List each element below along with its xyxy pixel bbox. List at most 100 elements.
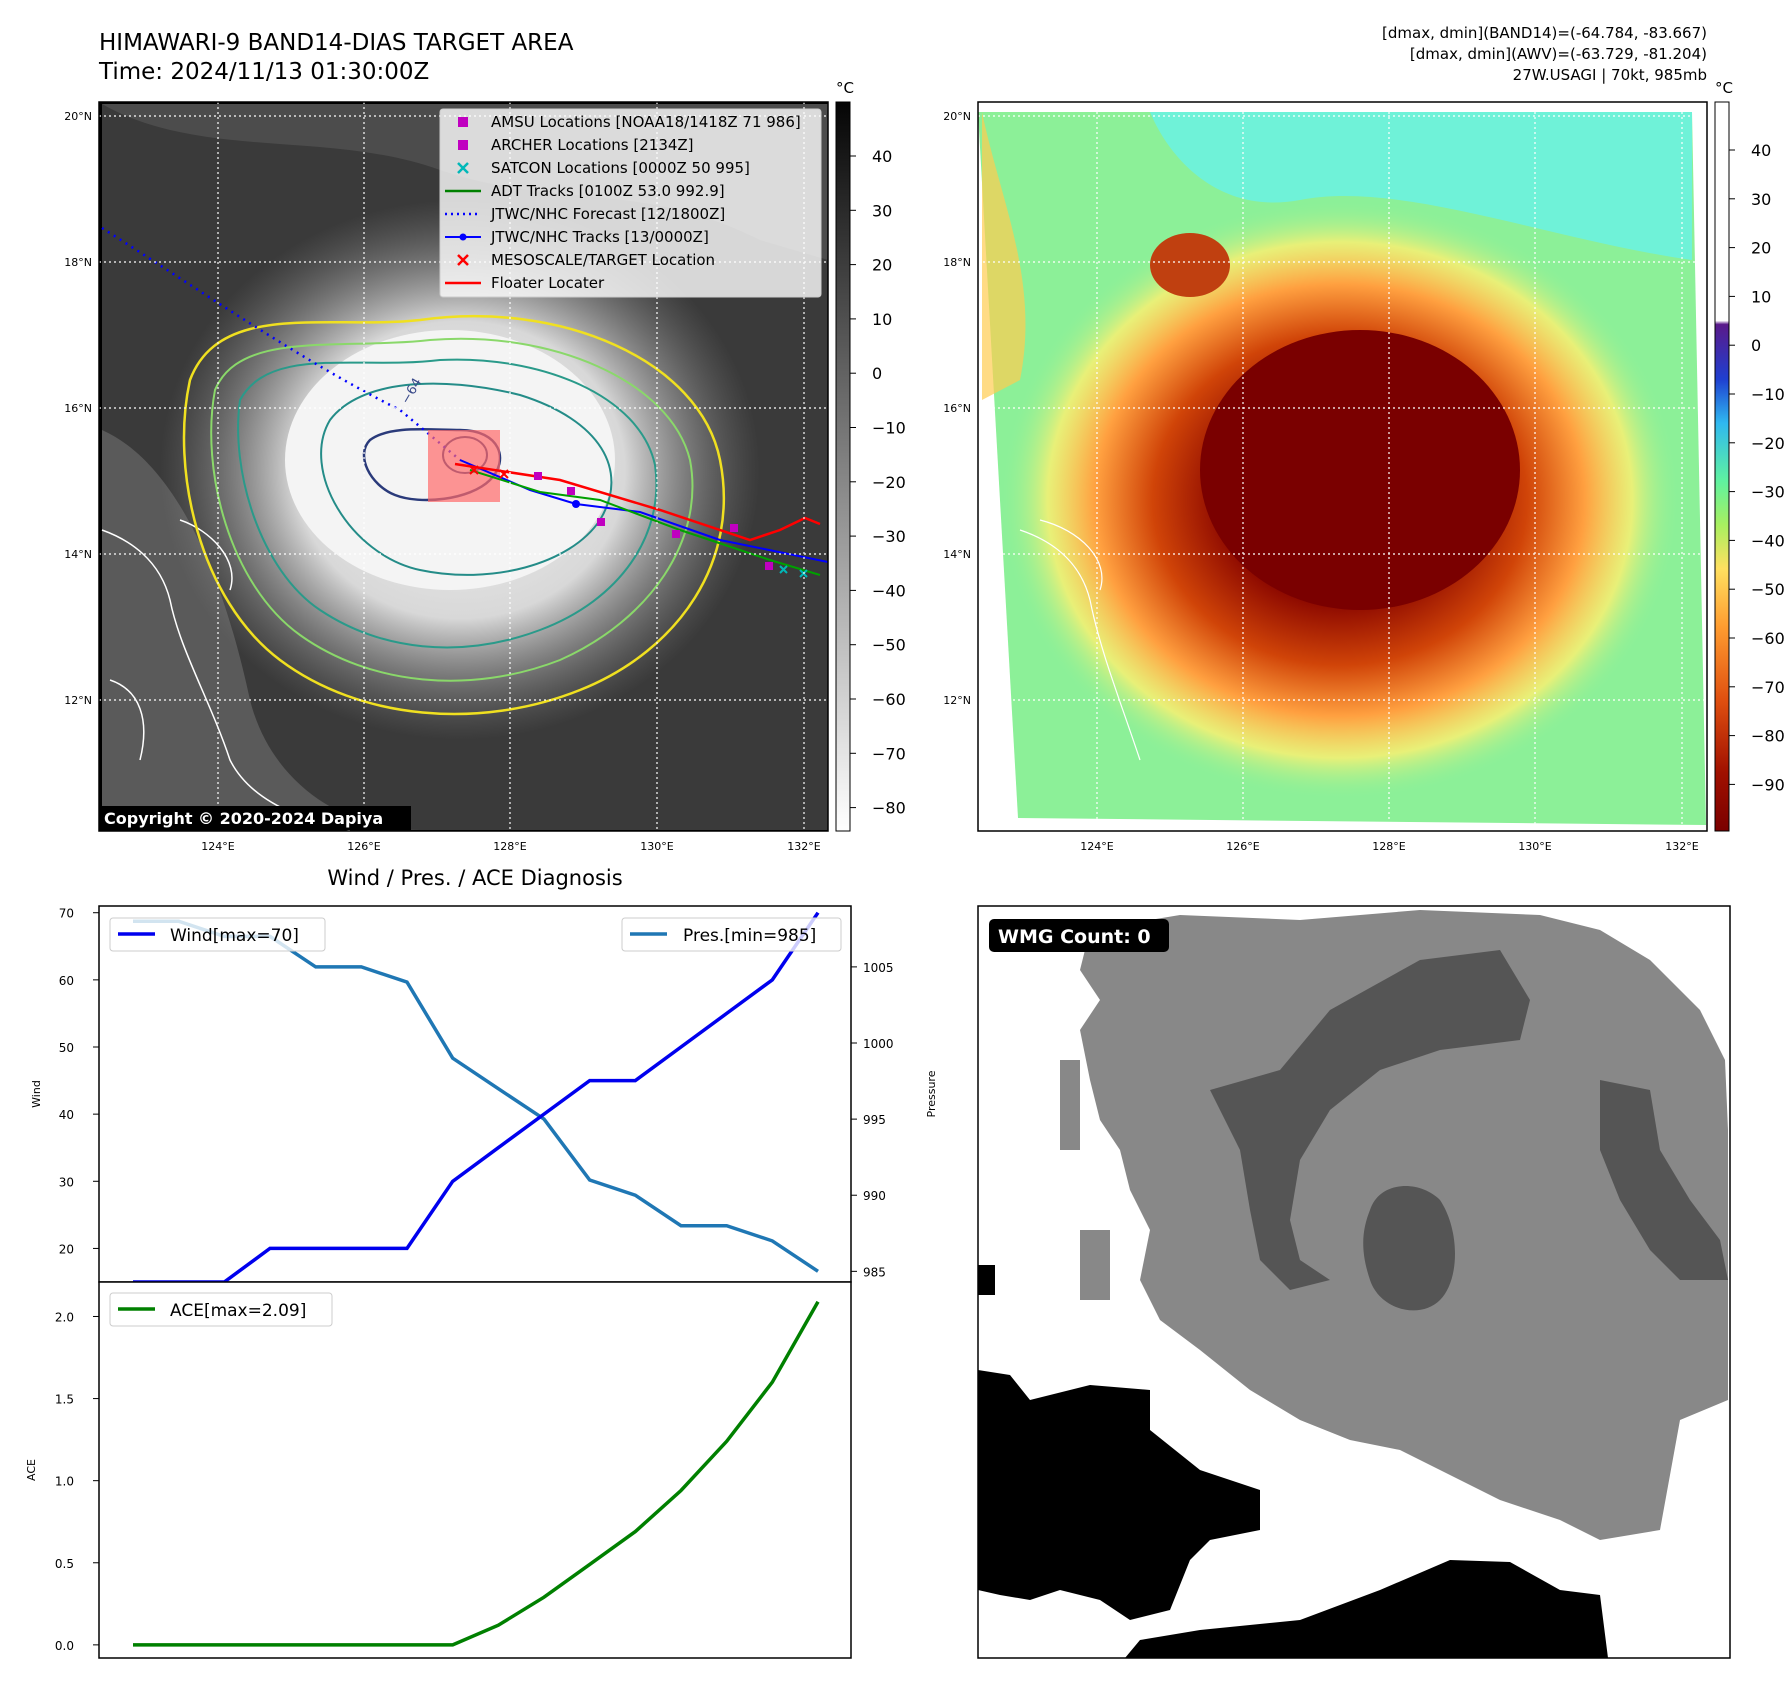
- wind-tick-label: 30: [59, 1175, 74, 1189]
- ace-chart: ACE 0.0 0.5 1.0 1.5 2.0 ACE[max=2.09]: [25, 1281, 852, 1659]
- ir-legend-label: JTWC/NHC Tracks [13/0000Z]: [490, 228, 709, 246]
- ir-legend-label: Floater Locater: [491, 274, 605, 292]
- diagnosis-title: Wind / Pres. / ACE Diagnosis: [327, 866, 622, 890]
- awv-panel-frame: [977, 101, 1708, 832]
- ir-contour-lightgreen: [210, 337, 694, 682]
- wind-pressure-frame: [98, 905, 852, 1283]
- ir-colorbar: [835, 101, 851, 832]
- wind-legend-box: [109, 917, 326, 952]
- wmg-count-badge: [989, 919, 1169, 952]
- ir-legend-label: MESOSCALE/TARGET Location: [491, 251, 715, 269]
- awv-colorbar-ticks: 40 30 20 10 0 −10 −20 −30 −40 −50 −60 −70 −80 −90: [1729, 141, 1785, 794]
- target-markers: [469, 465, 509, 479]
- wmg-black-southwest: [978, 1370, 1260, 1620]
- ir-panel-frame: [98, 101, 829, 832]
- legend-square-marker: [458, 117, 468, 127]
- ir-legend-label: ARCHER Locations [2134Z]: [491, 136, 694, 154]
- colorbar-tick-label: 30: [1751, 190, 1771, 209]
- ir-lat-label-18: 18°N: [64, 256, 92, 269]
- ir-legend-item: JTWC/NHC Tracks [13/0000Z]: [445, 228, 709, 246]
- ace-axis-label: ACE: [25, 1459, 38, 1481]
- colorbar-tick-label: −50: [1751, 580, 1785, 599]
- ir-lat-label-14: 14°N: [64, 548, 92, 561]
- figure-title-line2: Time: 2024/11/13 01:30:00Z: [98, 59, 429, 85]
- colorbar-tick-label: −60: [1751, 629, 1785, 648]
- legend-x-marker: [457, 254, 469, 266]
- wmg-black-south: [1125, 1560, 1608, 1658]
- stats-line2: [dmax, dmin](AWV)=(-63.729, -81.204): [1410, 45, 1707, 63]
- colorbar-tick-label: −30: [1751, 483, 1785, 502]
- awv-lat-label-20: 20°N: [943, 110, 971, 123]
- stats-line3: 27W.USAGI | 70kt, 985mb: [1513, 66, 1707, 84]
- legend-square-marker: [458, 140, 468, 150]
- figure-title-line1: HIMAWARI-9 BAND14-DIAS TARGET AREA: [99, 30, 574, 56]
- ace-frame: [98, 1281, 852, 1659]
- wmg-dark-ring-north: [1210, 950, 1530, 1290]
- awv-storm-core: [1200, 330, 1520, 610]
- awv-lon-label-124: 124°E: [1080, 840, 1113, 853]
- ir-lon-label-128: 128°E: [493, 840, 526, 853]
- colorbar-tick-label: 0: [1751, 336, 1761, 355]
- ir-lon-label-126: 126°E: [347, 840, 380, 853]
- ir-legend-label: JTWC/NHC Forecast [12/1800Z]: [490, 205, 725, 223]
- awv-lon-label-130: 130°E: [1518, 840, 1551, 853]
- colorbar-tick-label: −20: [1751, 434, 1785, 453]
- pressure-tick-label: 1005: [863, 961, 894, 975]
- awv-lat-label-12: 12°N: [943, 694, 971, 707]
- ir-satellite-panel: −64: [64, 79, 906, 853]
- ir-contour-teal: [237, 358, 658, 649]
- ace-tick-label: 0.0: [55, 1639, 74, 1653]
- ir-legend-item: ADT Tracks [0100Z 53.0 992.9]: [445, 182, 725, 200]
- awv-warm-band-west: [982, 112, 1026, 400]
- colorbar-tick-label: 0: [872, 364, 882, 383]
- wind-legend: Wind[max=70]: [109, 917, 326, 952]
- ir-legend-item: ARCHER Locations [2134Z]: [458, 136, 694, 154]
- legend-x-marker: [457, 162, 469, 174]
- pressure-tick-label: 985: [863, 1265, 886, 1279]
- colorbar-tick-label: −70: [872, 744, 906, 763]
- ir-legend: AMSU Locations [NOAA18/1418Z 71 986] ARCH…: [439, 108, 822, 298]
- awv-colorbar: [1714, 101, 1730, 832]
- awv-lon-label-126: 126°E: [1226, 840, 1259, 853]
- wind-legend-label: Wind[max=70]: [170, 926, 299, 946]
- ace-legend: ACE[max=2.09]: [109, 1292, 333, 1327]
- ace-tick-label: 2.0: [55, 1310, 74, 1324]
- ir-lat-label-12: 12°N: [64, 694, 92, 707]
- ace-tick-label: 1.0: [55, 1475, 74, 1489]
- awv-lat-label-16: 16°N: [943, 402, 971, 415]
- pressure-legend: Pres.[min=985]: [621, 917, 842, 952]
- colorbar-tick-label: −50: [872, 636, 906, 655]
- wmg-black-west-notch: [978, 1265, 995, 1295]
- colorbar-tick-label: 20: [1751, 239, 1771, 258]
- ir-legend-item: JTWC/NHC Forecast [12/1800Z]: [445, 205, 725, 223]
- ace-tick-label: 0.5: [55, 1557, 74, 1571]
- ir-lon-label-124: 124°E: [201, 840, 234, 853]
- colorbar-tick-label: 40: [1751, 141, 1771, 160]
- wind-tick-label: 70: [59, 907, 74, 921]
- pressure-legend-box: [621, 917, 842, 952]
- ir-legend-item: Floater Locater: [445, 274, 605, 292]
- awv-lon-label-128: 128°E: [1372, 840, 1405, 853]
- wmg-gray-west: [1060, 1060, 1110, 1300]
- ir-legend-label: SATCON Locations [0000Z 50 995]: [491, 159, 750, 177]
- wmg-dark-core: [1363, 1186, 1455, 1311]
- colorbar-tick-label: 10: [872, 310, 892, 329]
- awv-lat-label-14: 14°N: [943, 548, 971, 561]
- awv-lon-label-132: 132°E: [1665, 840, 1698, 853]
- copyright-box: [99, 806, 411, 830]
- wind-series-line: [133, 911, 820, 1284]
- wmg-dark-ring-east: [1600, 1080, 1728, 1280]
- wind-tick-label: 60: [59, 974, 74, 988]
- ir-legend-box: [439, 108, 822, 298]
- ir-legend-label: AMSU Locations [NOAA18/1418Z 71 986]: [491, 113, 801, 131]
- colorbar-tick-label: −70: [1751, 678, 1785, 697]
- ace-series-line: [133, 1300, 820, 1647]
- colorbar-tick-label: 10: [1751, 287, 1771, 306]
- colorbar-tick-label: 20: [872, 256, 892, 275]
- ir-legend-item: SATCON Locations [0000Z 50 995]: [457, 159, 750, 177]
- ir-legend-item: MESOSCALE/TARGET Location: [457, 251, 715, 269]
- wind-tick-label: 40: [59, 1108, 74, 1122]
- ir-lon-label-130: 130°E: [640, 840, 673, 853]
- adt-track: [469, 469, 821, 576]
- ir-lon-label-132: 132°E: [787, 840, 820, 853]
